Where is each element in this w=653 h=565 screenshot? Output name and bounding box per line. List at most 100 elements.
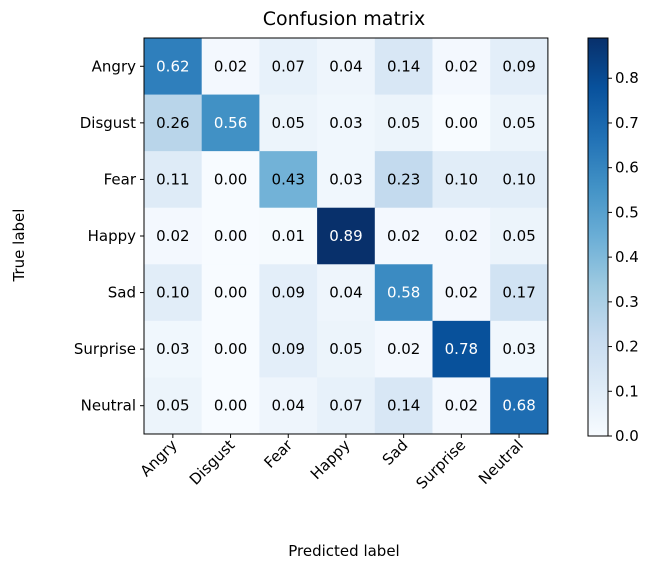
colorbar-gradient (587, 37, 609, 437)
cell-value-label: 0.01 (272, 227, 305, 245)
cell-value-label: 0.05 (387, 114, 420, 132)
cell-value-label: 0.00 (214, 284, 247, 302)
colorbar-tick-label: 0.6 (615, 159, 639, 177)
cell-value-label: 0.04 (329, 284, 362, 302)
x-tick-label: Happy (307, 436, 354, 483)
cell-value-label: 0.10 (502, 170, 535, 188)
cell-value-label: 0.02 (445, 227, 478, 245)
x-axis-ticks: Angry Disgust Fear Happy Sad Surprise Neutral (137, 433, 527, 493)
heatmap-cell (201, 377, 260, 435)
cell-value-label: 0.62 (156, 57, 189, 75)
y-tick-label: Neutral (81, 397, 136, 415)
y-tick-label: Happy (88, 227, 137, 245)
colorbar-tick-label: 0.8 (615, 69, 639, 87)
cell-value-label: 0.00 (445, 114, 478, 132)
y-tick-label: Fear (104, 170, 137, 188)
heatmap-cell (144, 94, 203, 152)
cell-value-label: 0.00 (214, 340, 247, 358)
chart-title: Confusion matrix (263, 8, 425, 30)
colorbar-tick-label: 0.5 (615, 203, 639, 221)
colorbar-tick-label: 0.1 (615, 382, 639, 400)
cell-value-label: 0.03 (329, 114, 362, 132)
cell-value-label: 0.23 (387, 170, 420, 188)
y-tick-label: Surprise (74, 340, 136, 358)
cell-value-label: 0.07 (329, 397, 362, 415)
cell-value-label: 0.03 (329, 170, 362, 188)
cell-value-label: 0.04 (329, 57, 362, 75)
heatmap-cell (144, 377, 203, 435)
cell-value-label: 0.09 (502, 57, 535, 75)
cell-value-label: 0.09 (272, 284, 305, 302)
cell-value-label: 0.78 (445, 340, 478, 358)
cell-value-label: 0.58 (387, 284, 420, 302)
heatmap-cell (317, 264, 376, 322)
cell-value-label: 0.00 (214, 227, 247, 245)
x-tick-label: Angry (137, 436, 181, 480)
heatmap-cell (432, 94, 491, 152)
heatmap-cell (201, 207, 260, 265)
heatmap-cell (201, 151, 260, 209)
x-tick-label: Fear (260, 436, 296, 472)
heatmap-cell (432, 151, 491, 209)
heatmap-cell (259, 320, 318, 378)
heatmap-cell (259, 151, 318, 209)
heatmap-cell (201, 320, 260, 378)
heatmap-cell (259, 264, 318, 322)
colorbar-tick-label: 0.0 (615, 427, 639, 445)
colorbar-tick-label: 0.7 (615, 114, 639, 132)
cell-value-label: 0.05 (502, 227, 535, 245)
colorbar-tick-label: 0.4 (615, 248, 639, 266)
heatmap-cell (317, 94, 376, 152)
heatmap-cell (490, 320, 549, 378)
x-tick-label: Sad (379, 436, 412, 469)
heatmap-cell (374, 320, 433, 378)
cell-value-label: 0.56 (214, 114, 247, 132)
heatmap-cell (374, 377, 433, 435)
heatmap-cell (374, 151, 433, 209)
cell-value-label: 0.02 (156, 227, 189, 245)
cell-value-label: 0.04 (272, 397, 305, 415)
heatmap-cells (144, 38, 549, 435)
heatmap-cell (490, 38, 549, 96)
cell-value-label: 0.17 (502, 284, 535, 302)
heatmap-cell (144, 320, 203, 378)
heatmap-cell (144, 38, 203, 96)
cell-value-label: 0.02 (445, 284, 478, 302)
heatmap-cell (374, 264, 433, 322)
heatmap-cell (201, 264, 260, 322)
cell-value-label: 0.14 (387, 57, 420, 75)
y-axis-label: True label (10, 209, 28, 283)
heatmap-cell (432, 264, 491, 322)
y-tick-label: Sad (108, 284, 136, 302)
colorbar: 0.0 0.1 0.2 0.3 0.4 0.5 0.6 0.7 0.8 (587, 37, 639, 445)
heatmap-cell (144, 207, 203, 265)
cell-value-label: 0.09 (272, 340, 305, 358)
heatmap-cell (144, 264, 203, 322)
heatmap-cell (432, 207, 491, 265)
cell-value-label: 0.00 (214, 170, 247, 188)
heatmap-cell (201, 38, 260, 96)
cell-value-label: 0.68 (502, 397, 535, 415)
cell-value-label: 0.03 (156, 340, 189, 358)
cell-value-label: 0.00 (214, 397, 247, 415)
heatmap-cell-labels: 0.62 0.02 0.07 0.04 0.14 0.02 0.09 0.26 0.56 0.05… (156, 57, 536, 414)
heatmap-cell (374, 207, 433, 265)
heatmap-cell (490, 151, 549, 209)
cell-value-label: 0.05 (502, 114, 535, 132)
y-tick-label: Angry (92, 57, 136, 75)
heatmap-cell (317, 377, 376, 435)
x-tick-label: Neutral (475, 436, 527, 488)
cell-value-label: 0.10 (156, 284, 189, 302)
heatmap-cell (432, 377, 491, 435)
heatmap-cell (490, 264, 549, 322)
x-tick-label: Disgust (186, 436, 239, 489)
heatmap-cell (432, 38, 491, 96)
heatmap-cell (317, 207, 376, 265)
heatmap-cell (374, 38, 433, 96)
colorbar-tick-label: 0.3 (615, 293, 639, 311)
y-tick-label: Disgust (80, 114, 136, 132)
cell-value-label: 0.10 (445, 170, 478, 188)
cell-value-label: 0.05 (329, 340, 362, 358)
cell-value-label: 0.02 (214, 57, 247, 75)
